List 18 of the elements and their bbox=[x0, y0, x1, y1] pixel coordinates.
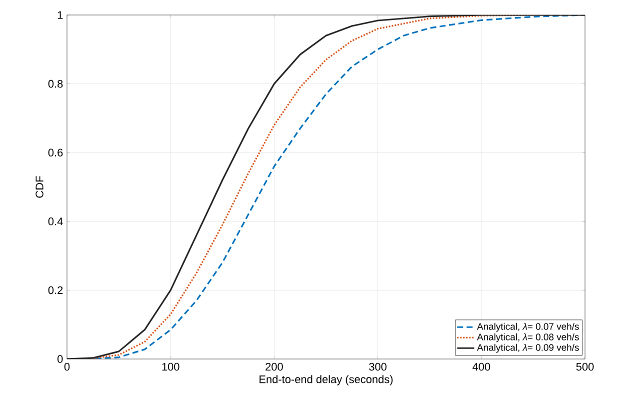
y-tick-label: 1 bbox=[58, 11, 63, 19]
legend-label: Analytical, λ= 0.09 veh/s bbox=[476, 344, 579, 353]
x-tick-label: 300 bbox=[369, 362, 386, 371]
x-tick-label: 200 bbox=[266, 362, 283, 371]
y-axis-title: CDF bbox=[36, 176, 44, 198]
line-series bbox=[67, 14, 585, 359]
y-tick-label: 0.6 bbox=[48, 148, 63, 156]
x-tick-label: 400 bbox=[472, 362, 490, 371]
y-tick-label: 0.2 bbox=[48, 286, 63, 294]
y-tick-label: 0 bbox=[57, 355, 63, 363]
y-tick-label: 0.4 bbox=[48, 218, 63, 226]
x-tick-label: 0 bbox=[64, 362, 70, 371]
x-axis-title: End-to-end delay (seconds) bbox=[260, 375, 393, 386]
x-tick-label: 100 bbox=[162, 362, 180, 371]
legend-label: Analytical, λ= 0.07 veh/s bbox=[476, 322, 579, 332]
y-tick-label: 0.8 bbox=[48, 80, 63, 88]
x-tick-label: 500 bbox=[576, 362, 594, 371]
legend-label: Analytical, λ= 0.08 veh/s bbox=[476, 333, 579, 342]
